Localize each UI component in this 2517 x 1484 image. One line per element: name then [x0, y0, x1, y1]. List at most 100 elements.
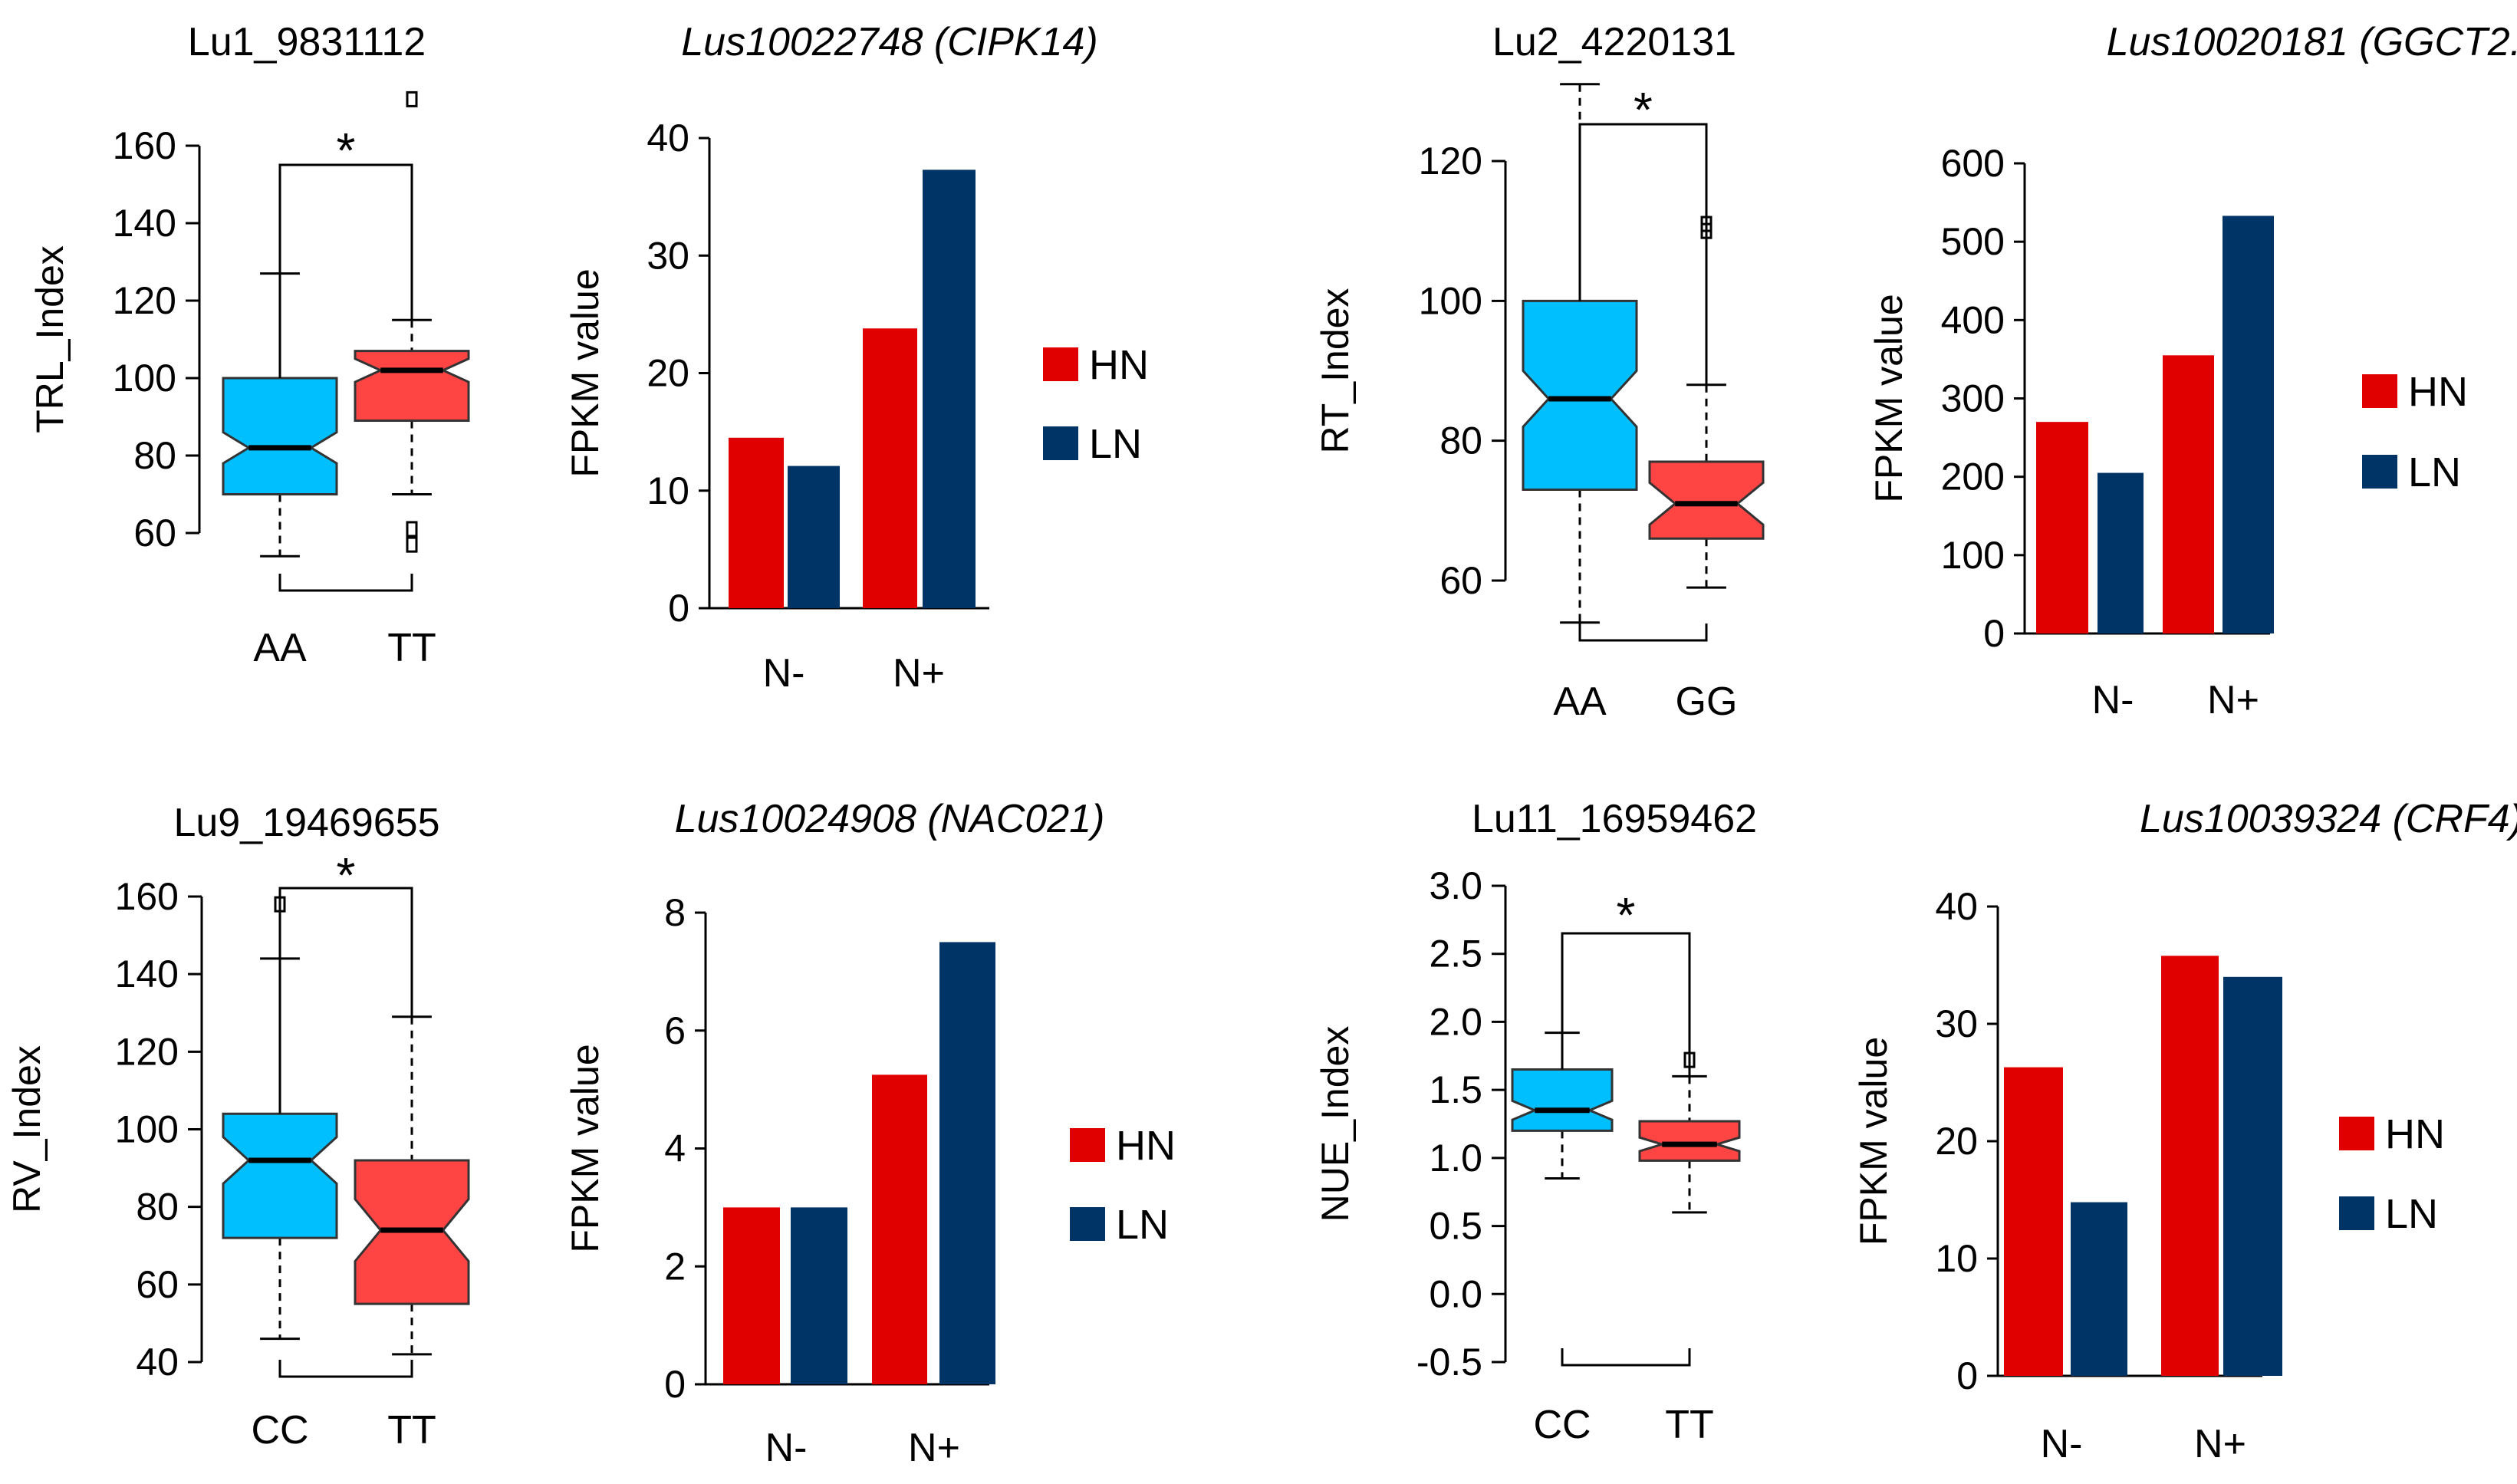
x-category-label: TT: [387, 1408, 436, 1453]
y-tick-label: 0: [1956, 1354, 1978, 1397]
significance-star: *: [1617, 887, 1636, 943]
significance-star: *: [337, 847, 356, 903]
legend-swatch-ln: [1070, 1207, 1105, 1241]
y-tick-label: 100: [115, 1108, 179, 1151]
x-category-label: N-: [763, 651, 805, 696]
chart-panel-6: Lus10024908 (NAC021) 0 2 4 6 8 N- N+ FPKM value H…: [564, 797, 1176, 1470]
bar-hn-n-minus: [723, 1207, 780, 1384]
bar-ln-n-minus: [2098, 472, 2144, 633]
significance-bracket: [1578, 123, 1708, 385]
x-category-label: CC: [1533, 1403, 1591, 1447]
x-category-label: TT: [1665, 1403, 1714, 1447]
bar-hn-n-minus: [729, 437, 784, 608]
x-category-label: N+: [2194, 1422, 2246, 1466]
legend-label-ln: LN: [1089, 421, 1142, 467]
x-axis-bracket: [278, 1360, 413, 1378]
y-tick-label: 4: [664, 1127, 686, 1170]
chart-title: Lus10024908 (NAC021): [675, 797, 1105, 841]
y-tick-label: 200: [1941, 456, 2005, 499]
y-tick-label: 300: [1941, 377, 2005, 420]
y-axis-label: NUE_Index: [1314, 1026, 1357, 1222]
bar-ln-n-plus: [939, 942, 995, 1384]
y-axis-label: FPKM value: [564, 268, 607, 477]
y-tick-label: 30: [647, 234, 689, 277]
box-tt: [1638, 1120, 1741, 1162]
y-tick-label: 60: [136, 1263, 179, 1306]
y-tick-label: 140: [115, 953, 179, 995]
y-tick-label: 140: [113, 202, 176, 245]
chart-title: Lu2_4220131: [1492, 20, 1736, 64]
outlier-point: [406, 521, 418, 538]
x-category-label: N+: [893, 651, 945, 696]
y-tick-label: 0: [664, 1363, 686, 1406]
legend-label-hn: HN: [1089, 342, 1149, 388]
outlier-point: [406, 536, 418, 553]
y-tick-label: 40: [1935, 885, 1978, 928]
y-tick-label: 160: [113, 124, 176, 167]
chart-panel-7: Lu11_16959462 -0.5 0.0 0.5 1.0 1.5 2.0 2.5 3.0 CC…: [1314, 797, 1757, 1447]
x-category-label: N+: [2207, 678, 2259, 722]
x-axis-bracket: [1561, 1348, 1691, 1367]
y-axis-label: FPKM value: [564, 1044, 607, 1252]
y-tick-label: 0.0: [1429, 1272, 1482, 1315]
box-cc: [222, 1112, 338, 1239]
y-tick-label: 120: [1419, 140, 1482, 183]
chart-title: Lu9_19469655: [173, 801, 439, 845]
y-tick-label: 60: [133, 512, 176, 554]
chart-panel-8: Lus10039324 (CRF4) 0 10 20 30 40 N- N+ FPKM valu…: [1852, 797, 2517, 1466]
x-axis-bracket: [278, 574, 413, 592]
y-tick-label: 2.5: [1429, 933, 1482, 976]
y-tick-label: 80: [136, 1186, 179, 1229]
y-tick-label: 100: [113, 357, 176, 400]
significance-star: *: [337, 123, 356, 178]
chart-panel-3: Lu2_4220131 60 80 100 120 AA GG RT_Index *: [1314, 20, 1765, 724]
legend-swatch-hn: [2339, 1117, 2374, 1150]
y-axis-label: TRL_Index: [28, 245, 71, 433]
y-tick-label: 600: [1941, 142, 2005, 185]
y-tick-label: 0: [668, 587, 689, 630]
box-cc: [1511, 1068, 1614, 1132]
y-tick-label: 8: [664, 891, 686, 934]
box-aa: [222, 377, 338, 495]
significance-bracket: [278, 887, 413, 1114]
legend-label-ln: LN: [2408, 449, 2461, 495]
chart-title: Lu11_16959462: [1472, 797, 1757, 841]
chart-title: Lu1_9831112: [188, 20, 426, 64]
bar-ln-n-minus: [788, 466, 840, 608]
y-tick-label: 2.0: [1429, 1000, 1482, 1043]
legend-swatch-hn: [1043, 347, 1078, 381]
x-category-label: CC: [251, 1408, 308, 1453]
x-category-label: N+: [908, 1426, 960, 1470]
bar-ln-n-plus: [2223, 976, 2282, 1376]
y-tick-label: 30: [1935, 1002, 1978, 1045]
y-axis-label: RV_Index: [5, 1045, 48, 1213]
legend-label-ln: LN: [1116, 1202, 1169, 1248]
legend-label-hn: HN: [2385, 1111, 2445, 1157]
legend-label-ln: LN: [2385, 1191, 2438, 1237]
y-tick-label: 2: [664, 1245, 686, 1288]
y-axis-label: FPKM value: [1867, 294, 1910, 502]
y-tick-label: 20: [647, 352, 689, 395]
bar-hn-n-minus: [2004, 1067, 2063, 1376]
y-tick-label: 20: [1935, 1120, 1978, 1163]
chart-panel-5: Lu9_19469655 40 60 80 100 120 140 160 CC TT RV_Ind…: [5, 801, 470, 1453]
x-category-label: AA: [253, 626, 307, 670]
legend-swatch-hn: [1070, 1128, 1105, 1162]
y-tick-label: 40: [647, 117, 689, 160]
bar-ln-n-plus: [923, 169, 976, 608]
y-tick-label: 6: [664, 1009, 686, 1052]
box-tt: [354, 350, 470, 423]
y-tick-label: 10: [647, 469, 689, 512]
x-category-label: AA: [1553, 679, 1607, 724]
legend-label-hn: HN: [2408, 369, 2468, 415]
legend-swatch-ln: [2362, 455, 2397, 489]
y-tick-label: 10: [1935, 1237, 1978, 1280]
bar-ln-n-minus: [791, 1207, 847, 1384]
y-tick-label: 1.5: [1429, 1068, 1482, 1111]
significance-bracket: [1561, 932, 1691, 1077]
y-tick-label: 60: [1439, 559, 1482, 602]
y-tick-label: 80: [1439, 420, 1482, 462]
y-tick-label: 500: [1941, 220, 2005, 263]
x-category-label: N-: [2041, 1422, 2083, 1466]
